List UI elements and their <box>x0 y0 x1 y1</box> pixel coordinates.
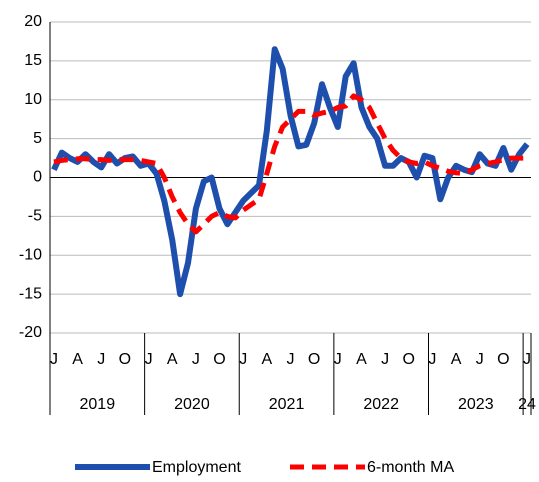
x-tick-label: O <box>497 351 509 368</box>
x-tick-label: O <box>308 351 320 368</box>
x-tick-label: A <box>167 351 178 368</box>
year-label: 2023 <box>458 396 494 413</box>
x-tick-label: J <box>239 351 247 368</box>
year-label: 2021 <box>269 396 305 413</box>
x-tick-label: O <box>213 351 225 368</box>
year-label: 2020 <box>174 396 210 413</box>
y-tick-label: -15 <box>19 285 42 302</box>
x-tick-label: J <box>523 351 531 368</box>
x-tick-label: O <box>403 351 415 368</box>
x-tick-label: A <box>262 351 273 368</box>
y-tick-label: -10 <box>19 246 42 263</box>
y-tick-label: -20 <box>19 324 42 341</box>
y-tick-label: 10 <box>24 91 42 108</box>
x-tick-label: J <box>145 351 153 368</box>
x-tick-label: A <box>356 351 367 368</box>
legend-label: Employment <box>152 459 241 476</box>
y-tick-label: 5 <box>33 130 42 147</box>
x-tick-label: A <box>451 351 462 368</box>
x-tick-label: J <box>381 351 389 368</box>
x-tick-label: J <box>287 351 295 368</box>
legend-label: 6-month MA <box>367 459 454 476</box>
x-tick-label: J <box>476 351 484 368</box>
series-line <box>53 93 528 235</box>
x-tick-label: J <box>334 351 342 368</box>
y-tick-label: 15 <box>24 52 42 69</box>
year-label: 2019 <box>80 396 116 413</box>
year-label: 2022 <box>363 396 399 413</box>
x-tick-label: A <box>72 351 83 368</box>
y-tick-label: -5 <box>28 208 42 225</box>
x-tick-label: J <box>192 351 200 368</box>
x-tick-label: J <box>50 351 58 368</box>
y-tick-label: 20 <box>24 13 42 30</box>
x-tick-label: J <box>97 351 105 368</box>
x-tick-label: O <box>119 351 131 368</box>
year-label: 24 <box>518 396 536 413</box>
y-tick-label: 0 <box>33 169 42 186</box>
x-tick-label: J <box>428 351 436 368</box>
series-line <box>51 46 530 298</box>
